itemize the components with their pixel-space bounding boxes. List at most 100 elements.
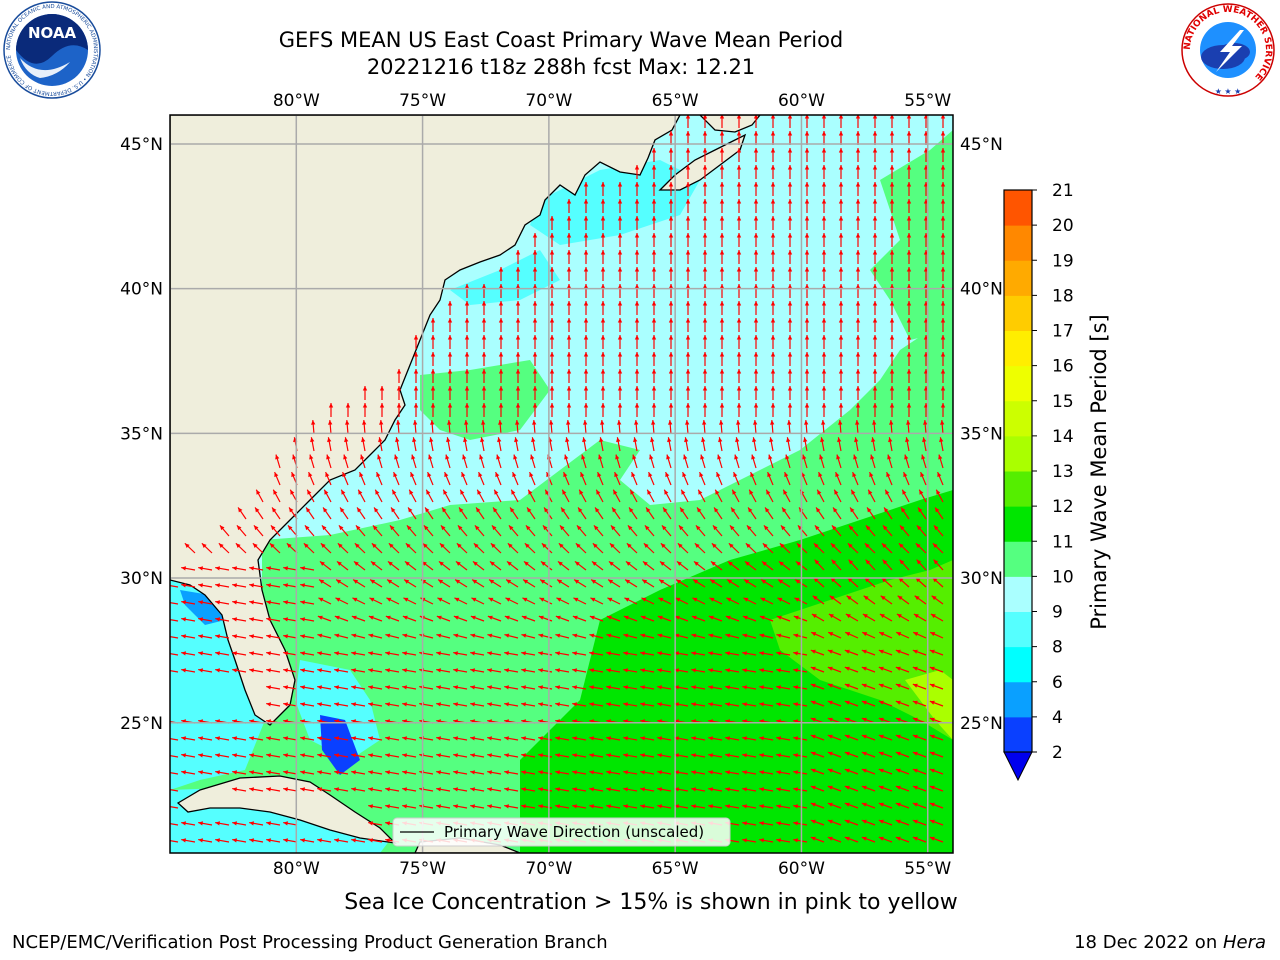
direction-arrow-head: [479, 454, 484, 460]
direction-arrow-head: [320, 543, 326, 549]
direction-arrow-head: [813, 543, 819, 549]
direction-arrow: [170, 839, 179, 843]
colorbar-segment: [1004, 716, 1032, 753]
direction-arrow-head: [606, 736, 612, 741]
direction-arrow-head: [793, 651, 799, 656]
direction-arrow-head: [634, 182, 640, 187]
direction-arrow-head: [804, 182, 810, 187]
direction-arrow-head: [532, 403, 538, 408]
direction-arrow-head: [770, 369, 776, 374]
direction-arrow-head: [827, 751, 833, 756]
direction-arrow-head: [634, 284, 640, 289]
direction-arrow-head: [676, 579, 682, 584]
direction-arrow-head: [770, 250, 776, 255]
direction-arrow-head: [215, 736, 221, 741]
direction-arrow-head: [691, 736, 697, 741]
direction-arrow-head: [589, 770, 595, 775]
direction-arrow-head: [715, 489, 720, 495]
direction-arrow-head: [691, 615, 697, 620]
direction-arrow-head: [685, 216, 691, 221]
direction-arrow-head: [698, 489, 703, 495]
direction-arrow-head: [566, 352, 572, 357]
direction-arrow-head: [878, 649, 884, 654]
direction-arrow-head: [939, 437, 944, 443]
direction-arrow-head: [392, 489, 397, 495]
direction-arrow-head: [600, 352, 606, 357]
direction-arrow-head: [729, 525, 735, 531]
direction-arrow-head: [820, 437, 825, 443]
direction-arrow-head: [872, 420, 877, 425]
direction-arrow-head: [300, 838, 306, 843]
direction-arrow-head: [810, 717, 816, 722]
direction-arrow-head: [787, 182, 793, 187]
direction-arrow-head: [389, 525, 395, 531]
direction-arrow-head: [719, 131, 725, 136]
direction-arrow-head: [385, 787, 391, 792]
direction-arrow-head: [453, 668, 459, 673]
direction-arrow-head: [736, 115, 742, 119]
direction-arrow-head: [439, 543, 445, 549]
direction-arrow-head: [470, 615, 476, 620]
direction-arrow-head: [651, 148, 657, 153]
direction-arrow-head: [606, 702, 612, 707]
direction-arrow-head: [861, 836, 867, 841]
direction-arrow-head: [317, 633, 323, 638]
direction-arrow-head: [906, 199, 912, 204]
direction-arrow-head: [753, 199, 759, 204]
direction-arrow-head: [181, 736, 187, 741]
direction-arrow-head: [215, 566, 221, 571]
direction-arrow-head: [164, 651, 169, 655]
direction-arrow-head: [685, 335, 691, 340]
direction-arrow-head: [710, 561, 716, 566]
direction-arrow-head: [855, 369, 861, 374]
direction-arrow-head: [759, 770, 765, 775]
direction-arrow-head: [549, 318, 555, 323]
direction-arrow-head: [685, 420, 690, 425]
direction-arrow-head: [889, 250, 895, 255]
direction-arrow-head: [778, 579, 784, 584]
direction-arrow-head: [695, 525, 701, 531]
direction-arrow-head: [532, 267, 538, 272]
direction-arrow-head: [274, 472, 279, 478]
direction-arrow-head: [810, 683, 816, 688]
direction-arrow-head: [657, 753, 663, 758]
direction-arrow-head: [481, 403, 487, 408]
direction-arrow-head: [762, 543, 768, 549]
direction-arrow-head: [481, 318, 487, 323]
direction-arrow-head: [818, 472, 823, 478]
direction-arrow-head: [640, 804, 646, 809]
direction-arrow-head: [362, 420, 367, 425]
direction-arrow-head: [742, 821, 748, 826]
direction-arrow-head: [702, 267, 708, 272]
direction-arrow-head: [931, 595, 937, 601]
direction-arrow-head: [770, 216, 776, 221]
direction-arrow-head: [600, 199, 606, 204]
direction-arrow-head: [580, 472, 585, 478]
direction-arrow-head: [855, 267, 861, 272]
direction-arrow-head: [793, 753, 799, 758]
direction-arrow-head: [691, 633, 697, 638]
direction-arrow-head: [708, 615, 714, 620]
direction-arrow-head: [940, 115, 946, 119]
direction-arrow-head: [920, 472, 925, 478]
direction-arrow-head: [829, 595, 835, 601]
direction-arrow-head: [697, 507, 702, 513]
direction-arrow-head: [266, 736, 272, 741]
direction-arrow-head: [854, 437, 859, 443]
direction-arrow-head: [386, 597, 392, 602]
direction-arrow-head: [702, 233, 708, 238]
lat-label-left: 30°N: [120, 569, 163, 589]
direction-arrow-head: [725, 804, 731, 809]
direction-arrow-head: [515, 420, 520, 425]
direction-arrow-head: [838, 115, 844, 119]
direction-arrow-head: [524, 543, 530, 549]
period-band-6-8-bahamas: [295, 660, 380, 760]
direction-arrow-head: [776, 651, 782, 656]
direction-arrow-head: [719, 284, 725, 289]
direction-arrow-head: [918, 507, 923, 513]
direction-arrow-head: [828, 632, 834, 637]
direction-arrow-head: [453, 702, 459, 707]
direction-arrow-head: [236, 525, 242, 531]
direction-arrow-head: [341, 489, 346, 495]
direction-arrow-head: [770, 131, 776, 136]
